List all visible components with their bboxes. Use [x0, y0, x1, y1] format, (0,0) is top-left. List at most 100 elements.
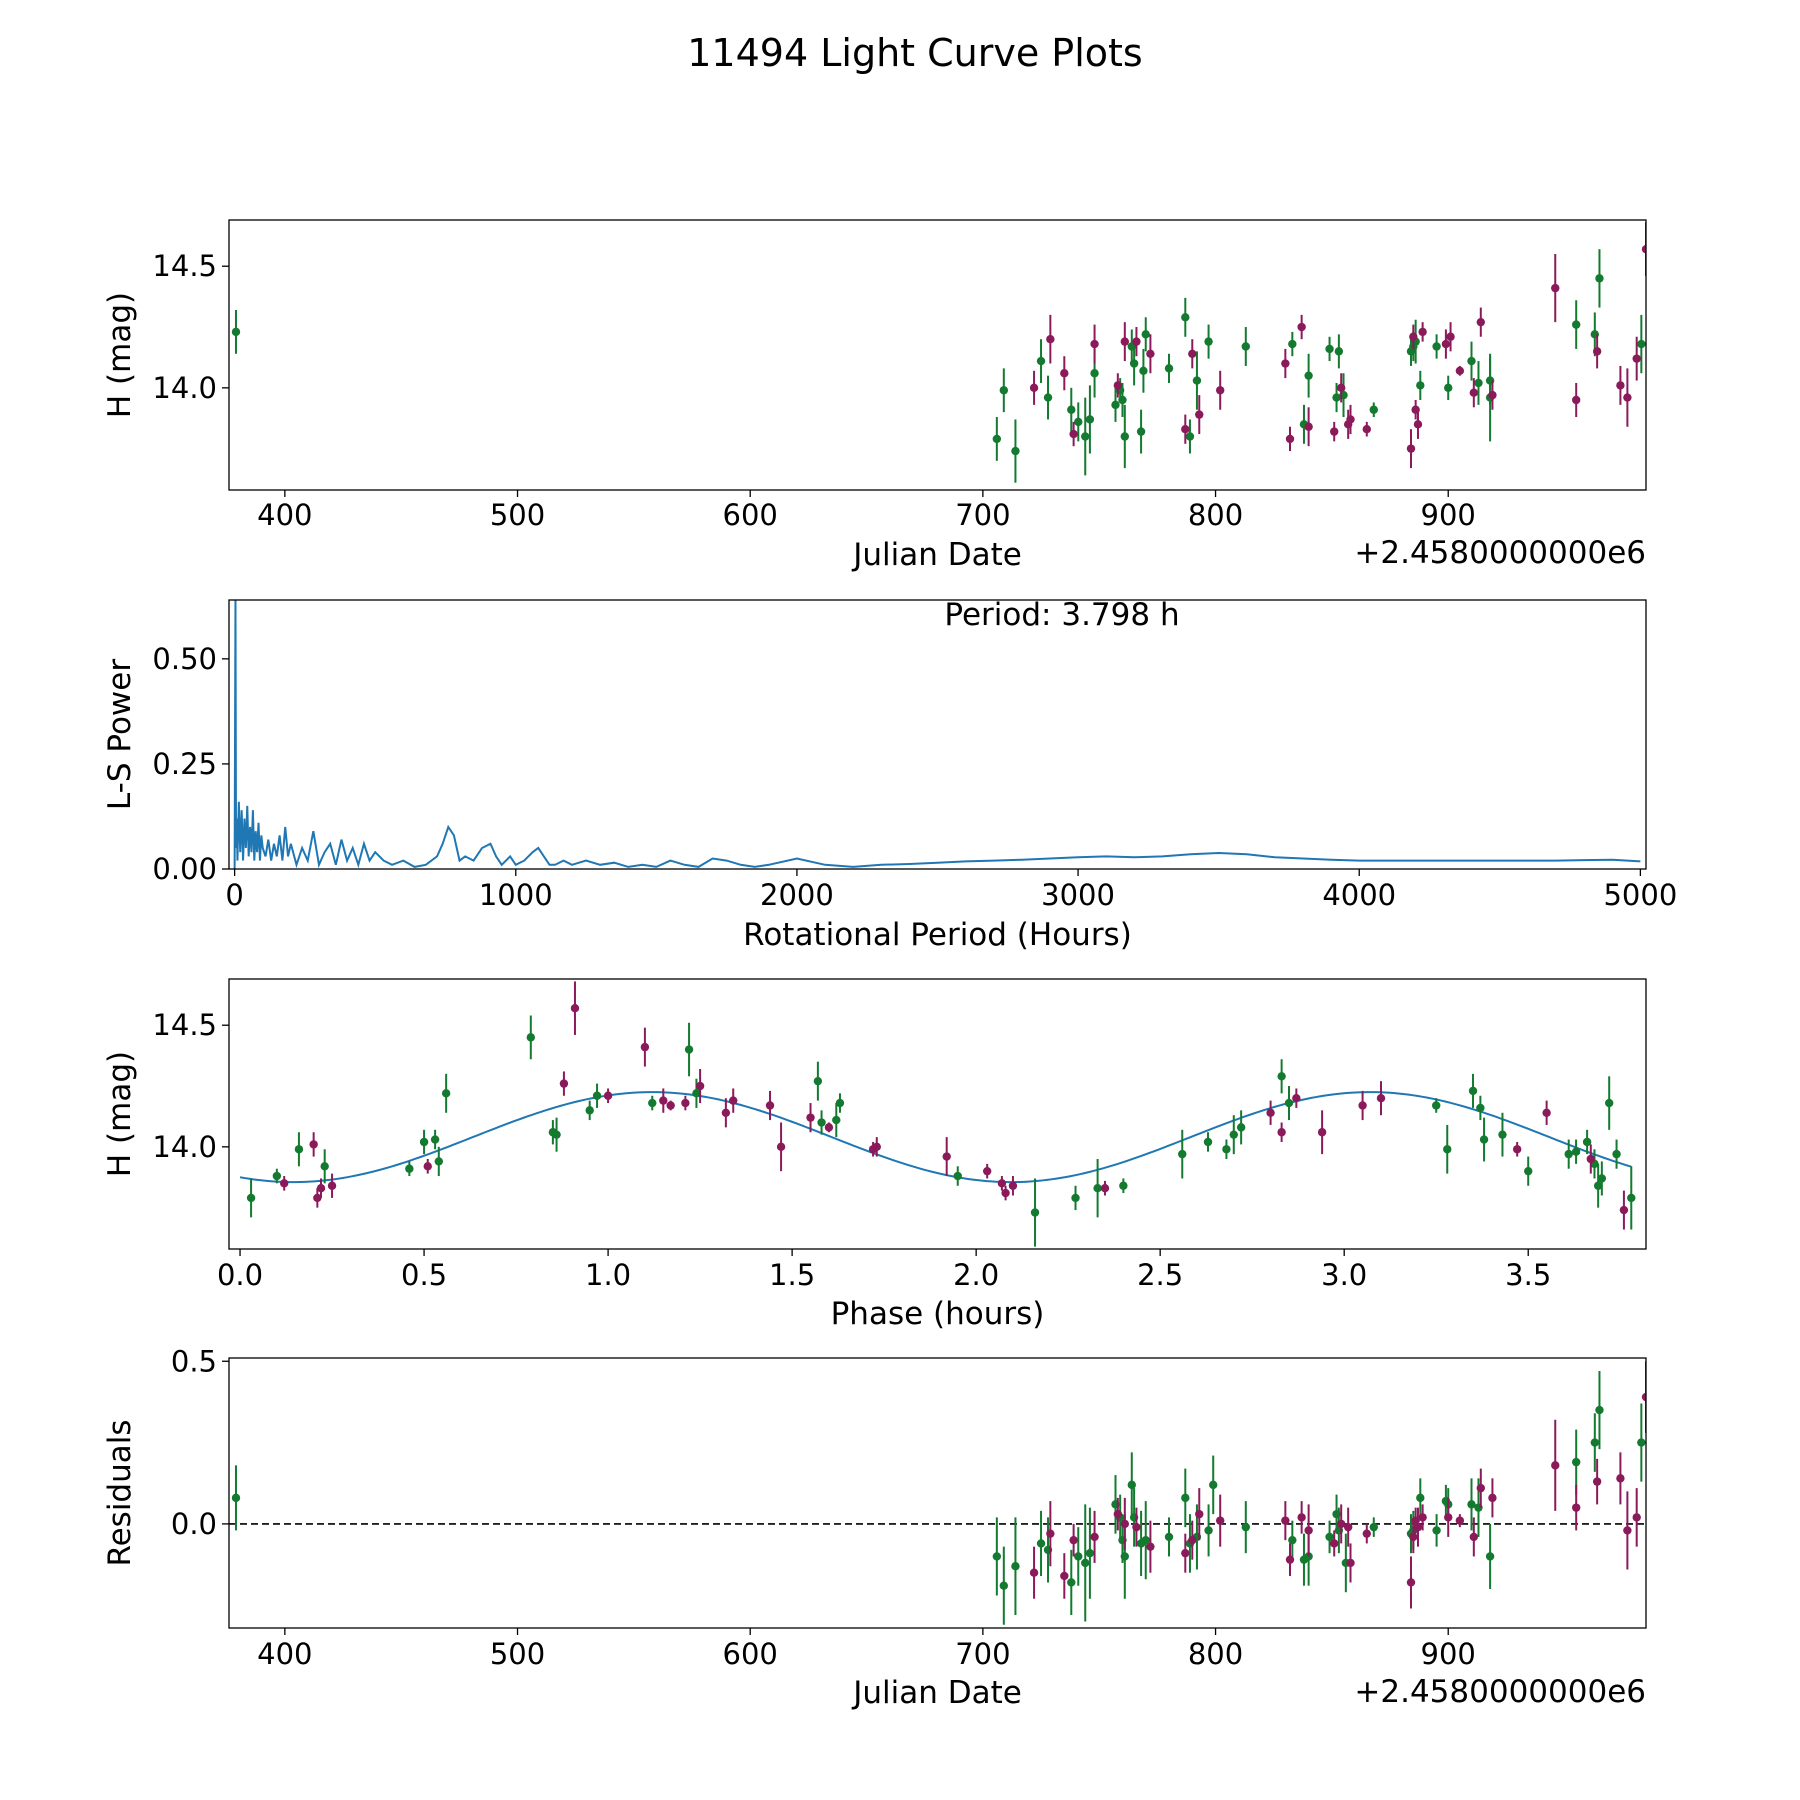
- filter-green-point: [832, 1115, 841, 1125]
- filter-purple-point: [824, 1123, 834, 1132]
- filter-green-point: [684, 1045, 694, 1054]
- filter-purple-point: [1632, 1513, 1641, 1522]
- filter-green-point: [999, 386, 1009, 395]
- filter-green-point: [1597, 1174, 1607, 1183]
- filter-green-point: [1432, 1526, 1441, 1535]
- filter-purple-point: [1616, 381, 1625, 390]
- filter-purple-point: [309, 1140, 318, 1149]
- filter-green-point: [1467, 356, 1476, 366]
- filter-purple-point: [1001, 1188, 1010, 1198]
- filter-green-point: [992, 434, 1002, 444]
- filter-purple-point: [1336, 383, 1346, 393]
- x-tick-label: 800: [1188, 498, 1243, 532]
- filter-green-point: [1090, 369, 1099, 378]
- x-tick-label: 3.5: [1505, 1258, 1551, 1292]
- filter-purple-point: [640, 1042, 650, 1052]
- filter-green-point: [992, 1552, 1002, 1561]
- filter-purple-point: [1330, 1539, 1339, 1548]
- filter-green-point: [1085, 415, 1095, 424]
- x-tick-label: 1000: [479, 878, 553, 912]
- filter-green-point: [1120, 432, 1130, 441]
- filter-purple-point: [1623, 1526, 1632, 1535]
- filter-green-point: [1590, 1438, 1600, 1447]
- y-tick-label: 0.0: [171, 1507, 217, 1541]
- filter-purple-point: [1195, 410, 1204, 419]
- panel-periodogram: 0 1000 2000 3000 4000 5000 0.00 0.25 0.50 Rotatio…: [102, 597, 1677, 953]
- filter-green-point: [405, 1164, 414, 1173]
- filter-green-point: [419, 1137, 429, 1147]
- filter-green-point: [817, 1118, 826, 1127]
- filter-purple-point: [695, 1081, 705, 1091]
- filter-green-point: [272, 1171, 282, 1181]
- filter-purple-point: [1406, 1578, 1416, 1587]
- filter-green-point: [1593, 1181, 1603, 1190]
- filter-green-point: [1030, 1208, 1040, 1217]
- filter-purple-point: [1488, 1493, 1497, 1503]
- filter-green-point: [552, 1130, 561, 1139]
- filter-green-point: [1325, 344, 1334, 354]
- filter-green-point: [294, 1145, 304, 1154]
- filter-purple-point: [1376, 1093, 1386, 1103]
- filter-green-point: [1011, 446, 1020, 456]
- filter-green-point: [999, 1581, 1009, 1590]
- filter-purple-point: [603, 1091, 613, 1100]
- filter-purple-point: [1409, 1532, 1418, 1542]
- filter-green-point: [692, 1089, 701, 1098]
- filter-purple-point: [1571, 395, 1581, 405]
- filter-green-point: [1036, 356, 1046, 366]
- filter-green-point: [1637, 1438, 1646, 1447]
- filter-green-point: [1181, 1493, 1190, 1503]
- filter-purple-point: [1304, 422, 1313, 431]
- x-tick-label: 3.0: [1321, 1258, 1367, 1292]
- filter-purple-point: [1120, 337, 1130, 346]
- filter-green-point: [1192, 376, 1202, 385]
- filter-green-point: [1443, 1145, 1452, 1154]
- residuals-axes-frame: [228, 1357, 1647, 1629]
- filter-green-point: [592, 1091, 602, 1100]
- filter-purple-point: [1281, 359, 1290, 368]
- figure-title: 11494 Light Curve Plots: [687, 31, 1142, 75]
- filter-green-point: [1369, 1522, 1378, 1532]
- filter-purple-point: [1195, 1509, 1204, 1519]
- filter-green-point: [648, 1098, 657, 1108]
- filter-purple-point: [1358, 1101, 1367, 1110]
- filter-green-point: [1011, 1561, 1020, 1571]
- filter-purple-point: [1060, 369, 1069, 378]
- filter-green-point: [1129, 359, 1139, 368]
- filter-purple-point: [1304, 1526, 1313, 1535]
- filter-purple-point: [1132, 1522, 1141, 1532]
- x-axis-label: Rotational Period (Hours): [743, 917, 1132, 953]
- filter-green-point: [1111, 400, 1120, 410]
- filter-green-point: [1479, 1135, 1489, 1144]
- y-tick-label: 0.5: [171, 1344, 217, 1378]
- filter-green-point: [1229, 1130, 1238, 1139]
- x-tick-label: 2.0: [953, 1258, 999, 1292]
- filter-green-point: [1485, 1552, 1495, 1561]
- periodogram-axes-frame: [228, 599, 1647, 870]
- filter-purple-point: [806, 1113, 815, 1122]
- filter-green-point: [835, 1098, 845, 1108]
- filter-purple-point: [1469, 1532, 1479, 1542]
- filter-purple-point: [1632, 354, 1641, 363]
- filter-green-point: [1204, 1526, 1213, 1535]
- panel-residuals: 400 500 600 700 800 900 0.0 0.5 Julian Date Resid…: [102, 1344, 1647, 1711]
- residuals-plot-area: [229, 1361, 1646, 1625]
- y-tick-label: 14.0: [152, 1130, 217, 1164]
- filter-purple-point: [872, 1142, 881, 1152]
- filter-purple-point: [1455, 1516, 1465, 1525]
- filter-green-point: [1595, 1405, 1604, 1415]
- filter-purple-point: [721, 1108, 731, 1117]
- filter-purple-point: [570, 1003, 580, 1013]
- filter-green-point: [1074, 1552, 1083, 1561]
- filter-green-point: [1203, 1137, 1213, 1147]
- filter-green-point: [1325, 1532, 1334, 1542]
- x-tick-label: 500: [490, 498, 545, 532]
- filter-purple-point: [1362, 424, 1371, 434]
- filter-purple-point: [1046, 334, 1055, 344]
- filter-green-point: [1627, 1193, 1636, 1203]
- filter-purple-point: [1188, 1535, 1197, 1545]
- filter-purple-point: [1266, 1108, 1275, 1117]
- x-tick-label: 700: [955, 1637, 1010, 1671]
- y-axis-label: L-S Power: [102, 659, 138, 810]
- filter-purple-point: [1512, 1145, 1522, 1154]
